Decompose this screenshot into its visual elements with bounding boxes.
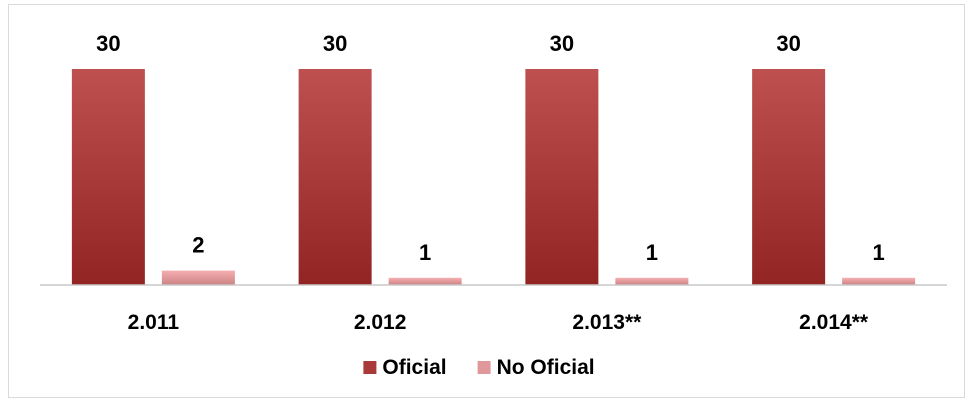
legend-label: Oficial (382, 356, 446, 379)
value-label-oficial-2011: 30 (96, 31, 120, 56)
legend-swatch (477, 361, 491, 374)
category-label: 2.013** (572, 311, 642, 334)
bar-oficial-2012 (298, 69, 372, 285)
legend-item-no-oficial: No Oficial (477, 356, 595, 379)
category-label: 2.011 (128, 311, 180, 334)
value-label-oficial-2014: 30 (776, 31, 800, 56)
category-label: 2.014** (799, 311, 869, 334)
bar-no-oficial-2014 (842, 277, 916, 285)
value-label-no-oficial-2012: 1 (419, 240, 431, 265)
bar-oficial-2011 (71, 69, 145, 285)
value-label-no-oficial-2013: 1 (646, 240, 658, 265)
value-label-oficial-2012: 30 (323, 31, 347, 56)
value-label-oficial-2013: 30 (550, 31, 574, 56)
category-labels-layer: 2.011 2.012 2.013** 2.014** (128, 311, 869, 334)
bar-oficial-2014 (752, 69, 826, 285)
value-label-no-oficial-2014: 1 (873, 240, 885, 265)
bars-layer (71, 69, 916, 285)
bar-no-oficial-2011 (161, 270, 235, 285)
legend: Oficial No Oficial (363, 356, 595, 379)
legend-swatch (363, 361, 377, 374)
bar-no-oficial-2013 (615, 277, 689, 285)
value-label-no-oficial-2011: 2 (192, 233, 204, 258)
legend-label: No Oficial (497, 356, 595, 379)
category-label: 2.012 (354, 311, 407, 334)
bar-no-oficial-2012 (388, 277, 462, 285)
value-labels-layer: 30 2 30 1 30 1 30 1 (96, 31, 885, 265)
legend-item-oficial: Oficial (363, 356, 447, 379)
bar-oficial-2013 (525, 69, 599, 285)
